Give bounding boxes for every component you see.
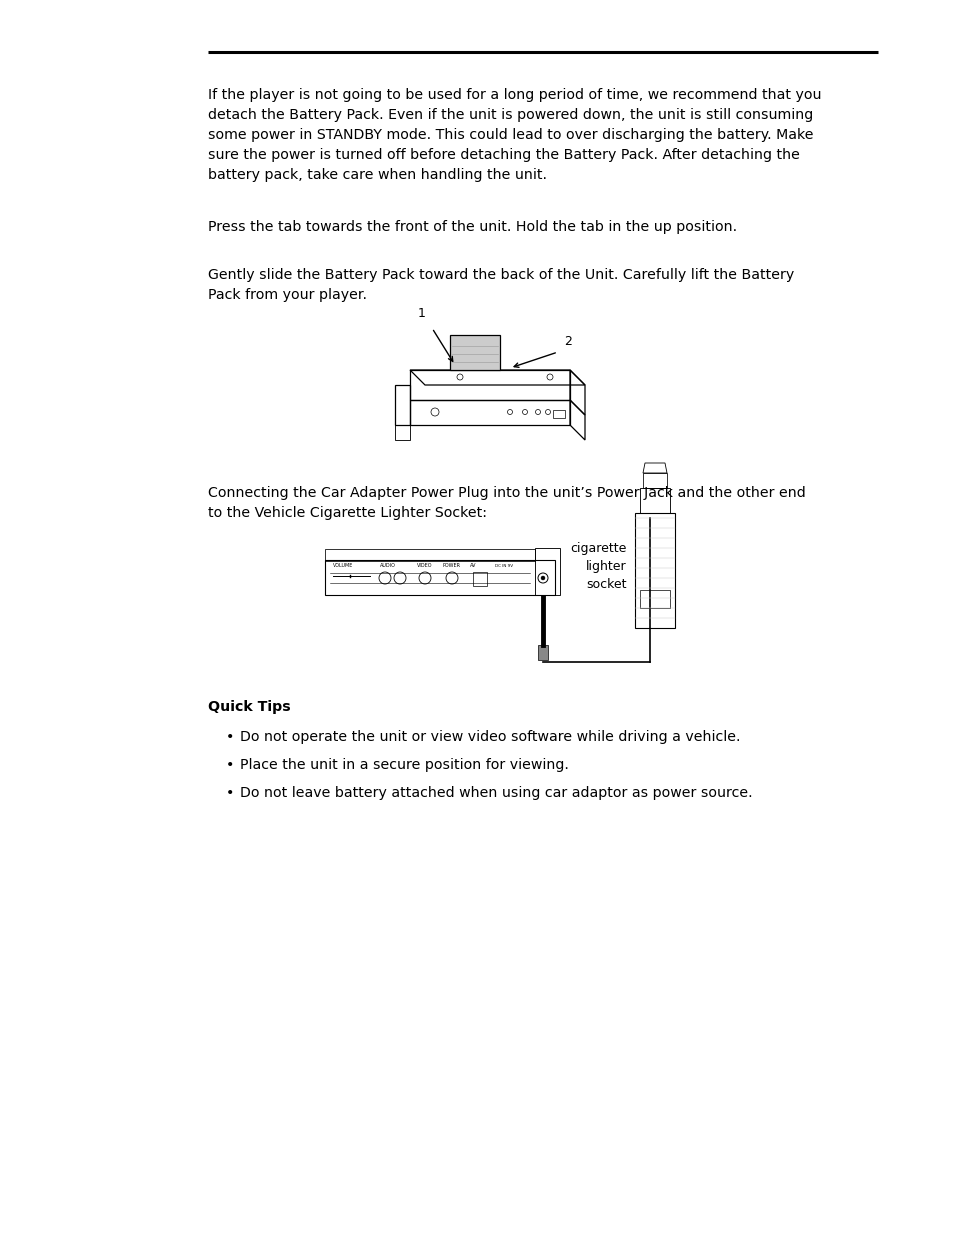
Text: AV: AV [470,563,476,568]
Bar [537,645,547,659]
Bar [325,550,535,561]
Bar [635,513,675,629]
Bar [642,473,666,488]
Text: Quick Tips: Quick Tips [208,700,291,714]
Text: POWER: POWER [442,563,460,568]
Text: Connecting the Car Adapter Power Plug into the unit’s Power Jack and the other e: Connecting the Car Adapter Power Plug in… [208,487,805,520]
Text: Place the unit in a secure position for viewing.: Place the unit in a secure position for … [240,758,568,772]
Text: cigarette
lighter
socket: cigarette lighter socket [570,541,626,590]
Bar [639,488,669,513]
Text: VIDEO: VIDEO [416,563,432,568]
Bar [325,559,555,595]
Text: •: • [226,730,234,743]
Text: DC IN 9V: DC IN 9V [495,564,513,568]
Bar [535,548,559,595]
Bar [473,572,486,585]
Text: AUDIO: AUDIO [379,563,395,568]
Text: Press the tab towards the front of the unit. Hold the tab in the up position.: Press the tab towards the front of the u… [208,220,737,233]
Bar [553,410,564,417]
Bar [450,335,499,370]
Text: •: • [226,758,234,772]
Text: If the player is not going to be used for a long period of time, we recommend th: If the player is not going to be used fo… [208,88,821,183]
Circle shape [540,576,544,580]
Text: 2: 2 [563,335,572,348]
Text: Do not operate the unit or view video software while driving a vehicle.: Do not operate the unit or view video so… [240,730,740,743]
Bar [639,590,669,608]
Text: 1: 1 [417,308,425,320]
Text: Do not leave battery attached when using car adaptor as power source.: Do not leave battery attached when using… [240,785,752,800]
Text: Gently slide the Battery Pack toward the back of the Unit. Carefully lift the Ba: Gently slide the Battery Pack toward the… [208,268,794,303]
Text: VOLUME: VOLUME [333,563,353,568]
Text: •: • [226,785,234,800]
